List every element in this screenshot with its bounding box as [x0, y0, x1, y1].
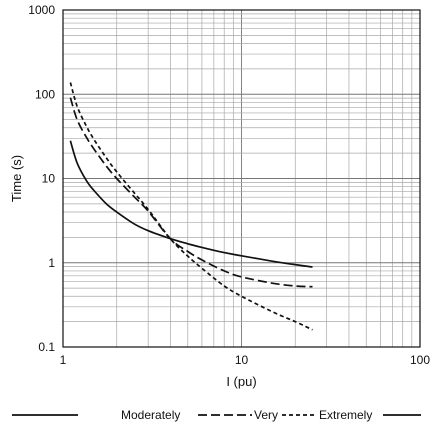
y-axis-title: Time (s)	[9, 155, 24, 202]
x-tick-label: 100	[410, 353, 430, 367]
tick-labels: 1 10 100 1000 100 10 1 0.1	[28, 3, 430, 367]
grid	[63, 10, 420, 347]
legend-label-extremely: Extremely	[319, 408, 372, 422]
curves	[69, 82, 313, 331]
x-axis-title: I (pu)	[226, 374, 256, 389]
legend-label-very: Very	[254, 408, 278, 422]
y-tick-label: 1	[48, 256, 55, 270]
legend: Moderately Very Extremely	[12, 408, 421, 422]
x-tick-label: 10	[235, 353, 249, 367]
y-tick-label: 100	[35, 87, 55, 101]
y-tick-label: 1000	[28, 3, 55, 17]
series-moderately-line	[69, 140, 313, 268]
x-tick-label: 1	[60, 353, 67, 367]
y-tick-label: 0.1	[38, 340, 55, 354]
plot-frame	[62, 9, 421, 348]
legend-label-moderately: Moderately	[121, 408, 180, 422]
series-extremely-line	[69, 82, 313, 331]
y-tick-label: 10	[42, 172, 56, 186]
series-very-line	[69, 97, 313, 288]
